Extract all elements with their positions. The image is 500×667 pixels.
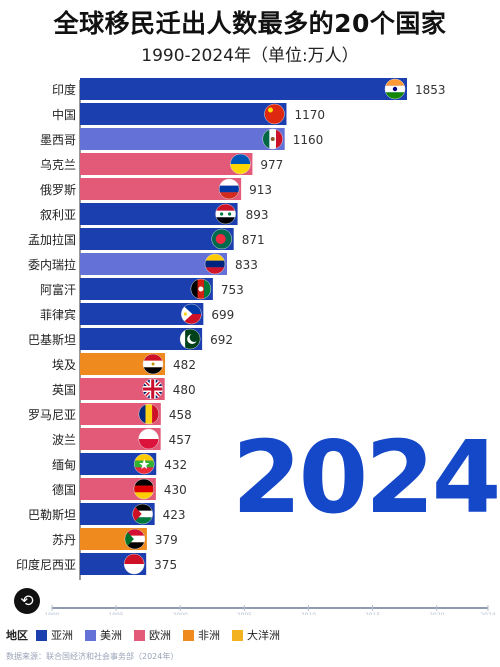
timeline-tick-label: 1990 <box>44 612 59 615</box>
egypt-flag-icon <box>142 353 164 375</box>
value-label: 458 <box>169 408 192 422</box>
value-label: 480 <box>173 383 196 397</box>
value-label: 871 <box>242 233 265 247</box>
timeline-tick-label: 1995 <box>108 612 123 615</box>
chart-subtitle: 1990-2024年（单位:万人） <box>141 46 359 66</box>
palestine-flag-icon <box>132 503 153 525</box>
bar <box>80 153 253 175</box>
bar <box>80 203 238 225</box>
sudan-flag-icon <box>124 528 146 550</box>
legend-title: 地区 <box>6 629 28 642</box>
legend-item-africa: 非洲 <box>183 627 220 643</box>
legend-item-asia: 亚洲 <box>36 627 73 643</box>
value-label: 913 <box>249 183 272 197</box>
ukraine-flag-icon <box>230 153 251 175</box>
indonesia-flag-icon <box>123 553 145 575</box>
category-label: 苏丹 <box>52 533 76 547</box>
category-label: 巴勒斯坦 <box>28 508 76 522</box>
value-label: 753 <box>221 283 244 297</box>
legend-swatch <box>232 629 243 641</box>
bar <box>80 278 213 300</box>
legend-swatch <box>36 629 47 641</box>
bar <box>80 303 204 325</box>
value-label: 1853 <box>415 83 446 97</box>
timeline-tick-label: 2015 <box>365 612 380 615</box>
germany-flag-icon <box>133 478 155 500</box>
value-label: 375 <box>154 558 177 572</box>
legend-swatch <box>134 629 145 641</box>
bar <box>80 328 203 350</box>
source-note: 数据来源：联合国经济和社会事务部（2024年） <box>6 652 179 661</box>
value-label: 457 <box>169 433 192 447</box>
legend-item-oceania: 大洋洲 <box>232 627 280 643</box>
value-label: 1170 <box>294 108 325 122</box>
value-label: 379 <box>155 533 178 547</box>
bar <box>80 78 407 100</box>
pakistan-flag-icon <box>179 328 201 350</box>
timeline-tick-label: 2005 <box>237 612 252 615</box>
russia-flag-icon <box>218 178 240 200</box>
value-label: 423 <box>163 508 186 522</box>
replay-icon[interactable]: ⟲ <box>14 588 40 614</box>
timeline-tick-label: 2000 <box>173 612 188 615</box>
category-label: 中国 <box>52 107 76 122</box>
category-label: 罗马尼亚 <box>28 408 76 422</box>
timeline-tick-label: 2010 <box>301 612 316 615</box>
bar <box>80 103 287 125</box>
value-label: 893 <box>246 208 269 222</box>
category-label: 委内瑞拉 <box>28 257 76 272</box>
legend-item-americas: 美洲 <box>85 627 122 643</box>
india-flag-icon <box>384 78 406 100</box>
category-label: 印度尼西亚 <box>16 557 76 572</box>
value-label: 482 <box>173 358 196 372</box>
value-label: 1160 <box>293 133 324 147</box>
bar <box>80 253 227 275</box>
legend-swatch <box>183 629 194 641</box>
value-label: 833 <box>235 258 258 272</box>
syria-flag-icon <box>215 203 236 225</box>
venezuela-flag-icon <box>204 253 226 275</box>
category-label: 阿富汗 <box>40 282 76 297</box>
bar <box>80 178 242 200</box>
legend: 地区 亚洲 美洲 欧洲 非洲 大洋洲 <box>6 627 288 643</box>
chart-title: 全球移民迁出人数最多的20个国家 <box>53 9 447 38</box>
bangladesh-flag-icon <box>211 228 232 250</box>
legend-swatch <box>85 629 96 641</box>
category-label: 缅甸 <box>52 458 76 472</box>
value-label: 432 <box>164 458 187 472</box>
value-label: 699 <box>211 308 234 322</box>
category-label: 俄罗斯 <box>40 183 76 197</box>
uk-flag-icon <box>142 378 163 400</box>
bar <box>80 128 285 150</box>
category-label: 波兰 <box>52 433 76 447</box>
timeline-tick-label: 2024 <box>480 612 495 615</box>
mexico-flag-icon <box>262 128 283 150</box>
category-label: 埃及 <box>52 358 76 372</box>
value-label: 692 <box>210 333 233 347</box>
category-label: 孟加拉国 <box>28 232 76 247</box>
value-label: 977 <box>260 158 283 172</box>
category-label: 印度 <box>52 82 76 97</box>
category-label: 乌克兰 <box>40 157 76 172</box>
timeline-tick-label: 2020 <box>429 612 444 615</box>
philippines-flag-icon <box>181 303 202 325</box>
category-label: 叙利亚 <box>40 208 76 222</box>
poland-flag-icon <box>138 428 159 450</box>
bar <box>80 228 234 250</box>
category-label: 墨西哥 <box>40 133 76 147</box>
value-label: 430 <box>164 483 187 497</box>
category-label: 巴基斯坦 <box>28 333 76 347</box>
category-label: 德国 <box>52 482 76 497</box>
category-label: 英国 <box>52 383 76 397</box>
china-flag-icon <box>264 103 285 125</box>
myanmar-flag-icon <box>133 453 155 475</box>
bar <box>80 353 166 375</box>
legend-item-europe: 欧洲 <box>134 627 171 643</box>
romania-flag-icon <box>138 403 160 425</box>
afghanistan-flag-icon <box>190 278 212 300</box>
year-display: 2024 <box>232 419 500 536</box>
bar <box>80 378 165 400</box>
bar-chart: 印度 1853 中国 1170 墨西哥 1160 乌克兰 977 俄罗斯 913 叙利亚 893 孟加拉… <box>16 78 496 615</box>
category-label: 菲律宾 <box>40 307 76 322</box>
